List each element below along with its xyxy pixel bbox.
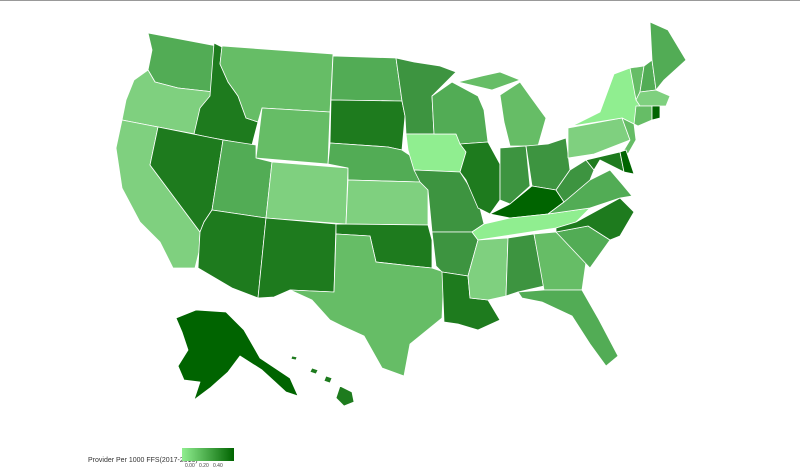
state-MA[interactable] [635,89,671,107]
state-VA[interactable] [547,169,633,215]
state-NM[interactable] [257,217,337,299]
legend-tick-2: 0.40 [213,463,223,469]
state-AK[interactable] [175,309,299,401]
state-MI[interactable] [457,71,547,147]
legend-tick-1: 0.20 [199,463,209,469]
legend-title: Provider Per 1000 FFS(2017-2016) [88,457,198,464]
top-border-line [0,0,800,1]
state-AL[interactable] [505,233,545,297]
state-CO[interactable] [265,161,349,225]
states-layer [115,21,687,407]
state-IL[interactable] [459,141,501,215]
state-ND[interactable] [330,55,403,102]
state-CT[interactable] [633,105,653,127]
state-RI[interactable] [651,105,661,121]
state-SD[interactable] [329,99,406,151]
state-WY[interactable] [255,107,331,165]
state-NC[interactable] [555,197,635,241]
state-TX[interactable] [289,233,445,377]
state-HI[interactable] [290,355,355,407]
state-IA[interactable] [405,133,467,173]
state-DE[interactable] [619,149,635,175]
legend-gradient-bar [182,448,234,461]
state-KS[interactable] [345,179,429,226]
legend-tick-0: 0.00 [185,463,195,469]
state-FL[interactable] [517,289,619,367]
state-AZ[interactable] [197,209,267,299]
state-ME[interactable] [649,21,687,91]
state-GA[interactable] [533,231,587,291]
